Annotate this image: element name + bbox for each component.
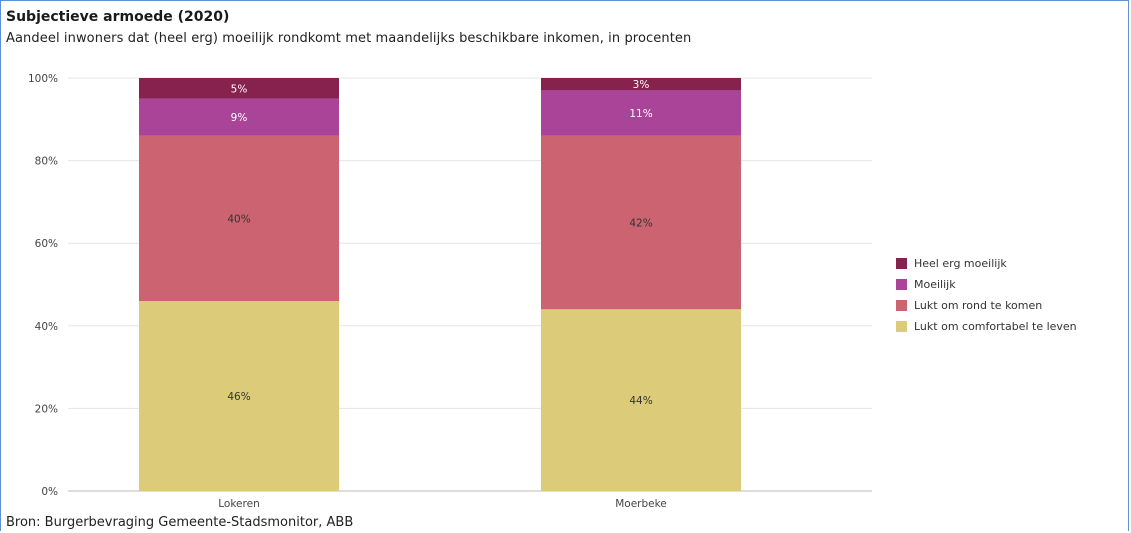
bar-segment	[541, 309, 741, 491]
y-tick-label: 40%	[35, 321, 58, 333]
data-label: 46%	[227, 391, 250, 403]
bar-segment	[541, 90, 741, 136]
legend-swatch	[896, 321, 907, 332]
legend-label: Heel erg moeilijk	[914, 257, 1007, 270]
source-note: Bron: Burgerbevraging Gemeente-Stadsmoni…	[6, 515, 354, 530]
y-tick-label: 20%	[35, 403, 58, 415]
legend-swatch	[896, 300, 907, 311]
chart-legend: Heel erg moeilijk Moeilijk Lukt om rond te…	[896, 253, 1077, 337]
legend-item: Moeilijk	[896, 274, 1077, 295]
chart-subtitle: Aandeel inwoners dat (heel erg) moeilijk…	[6, 31, 692, 46]
data-label: 5%	[231, 83, 248, 95]
x-category-label: Lokeren	[218, 498, 259, 510]
legend-label: Lukt om comfortabel te leven	[914, 320, 1077, 333]
legend-swatch	[896, 258, 907, 269]
legend-item: Lukt om rond te komen	[896, 295, 1077, 316]
legend-label: Moeilijk	[914, 278, 956, 291]
x-category-label: Moerbeke	[615, 498, 667, 510]
legend-item: Heel erg moeilijk	[896, 253, 1077, 274]
bar-segment	[139, 135, 339, 302]
bar-segment	[139, 98, 339, 136]
data-label: 44%	[629, 395, 652, 407]
y-tick-label: 80%	[35, 156, 58, 168]
y-tick-label: 60%	[35, 238, 58, 250]
bar-segment	[541, 135, 741, 310]
bar-segment	[541, 78, 741, 91]
bar-segment	[139, 78, 339, 99]
data-label: 42%	[629, 218, 652, 230]
legend-label: Lukt om rond te komen	[914, 299, 1043, 312]
data-label: 9%	[231, 112, 248, 124]
y-tick-label: 100%	[28, 73, 58, 85]
data-label: 11%	[629, 108, 652, 120]
bar-segment	[139, 301, 339, 491]
data-label: 40%	[227, 213, 250, 225]
data-label: 3%	[633, 79, 650, 91]
legend-swatch	[896, 279, 907, 290]
y-tick-label: 0%	[41, 486, 58, 498]
legend-item: Lukt om comfortabel te leven	[896, 316, 1077, 337]
chart-title: Subjectieve armoede (2020)	[6, 9, 230, 25]
